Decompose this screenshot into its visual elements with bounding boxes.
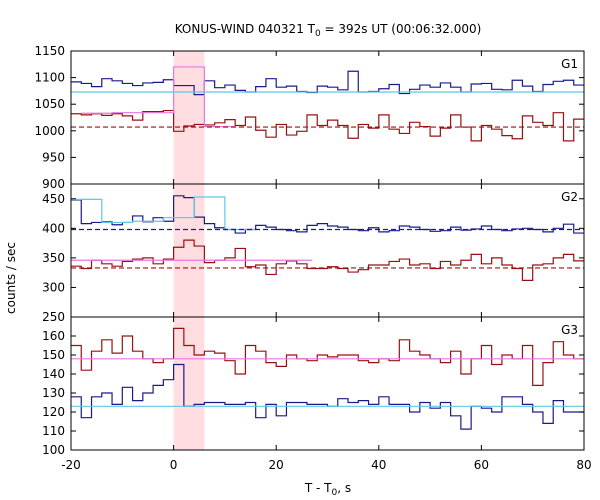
x-tick-label: 60 [474, 458, 489, 472]
y-tick-label: 140 [42, 367, 65, 381]
y-tick-label: 1050 [34, 97, 65, 111]
y-tick-label: 250 [42, 310, 65, 324]
highlight-band [173, 184, 205, 317]
plot-area [71, 195, 584, 281]
x-axis-label: T - T0, s [304, 481, 351, 498]
series-pink-2 [81, 66, 236, 128]
x-tick-label: 0 [170, 458, 178, 472]
y-tick-label: 150 [42, 348, 65, 362]
y-tick-label: 1000 [34, 124, 65, 138]
series-blue-1 [71, 363, 584, 430]
highlight-band [173, 51, 205, 184]
y-tick-label: 100 [42, 443, 65, 457]
panel-label: G3 [561, 323, 578, 337]
panel-frame [70, 316, 585, 451]
highlight-band [173, 317, 205, 450]
panel-label: G1 [561, 57, 578, 71]
series-red-0 [71, 327, 584, 386]
y-tick-label: 300 [42, 280, 65, 294]
x-tick-label: 40 [371, 458, 386, 472]
y-tick-label: 1150 [34, 44, 65, 58]
series-cyan-1 [71, 196, 256, 231]
panel-frame [70, 50, 585, 185]
panel-frame [70, 183, 585, 318]
y-tick-label: 450 [42, 192, 65, 206]
chart-title: KONUS-WIND 040321 T0 = 392s UT (00:06:32… [175, 22, 482, 39]
series-blue-0 [71, 70, 584, 96]
y-tick-label: 950 [42, 150, 65, 164]
x-tick-label: 80 [576, 458, 591, 472]
y-tick-label: 1100 [34, 71, 65, 85]
y-tick-label: 400 [42, 221, 65, 235]
panel-g3: 100 110 120 130 140 150 160 -20 0 20 40 60 80 G3 [42, 316, 592, 472]
y-tick-label: 160 [42, 329, 65, 343]
series-red-1 [71, 109, 584, 142]
y-axis-label: counts / sec [4, 242, 18, 314]
y-tick-label: 900 [42, 177, 65, 191]
y-tick-label: 130 [42, 386, 65, 400]
y-tick-label: 350 [42, 251, 65, 265]
panel-g2: 250 300 350 400 450 G2 [42, 183, 585, 324]
plot-area [71, 327, 584, 430]
y-tick-label: 110 [42, 424, 65, 438]
x-tick-label: -20 [61, 458, 81, 472]
plot-area [71, 66, 584, 142]
panel-label: G2 [561, 190, 578, 204]
x-tick-label: 20 [269, 458, 284, 472]
panel-g1: 900 950 1000 1050 1100 1150 G1 [34, 44, 585, 191]
y-tick-label: 120 [42, 405, 65, 419]
series-blue-0 [71, 195, 584, 234]
